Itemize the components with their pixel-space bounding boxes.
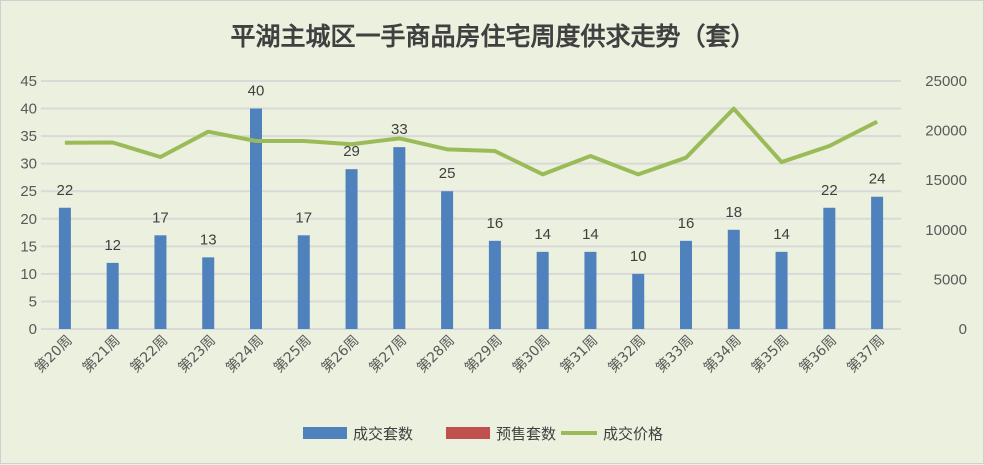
data-label: 25 <box>439 165 456 182</box>
bar-第30周 <box>537 252 549 329</box>
data-label: 10 <box>630 248 647 265</box>
bar-第33周 <box>680 241 692 329</box>
data-label: 33 <box>391 121 408 138</box>
y-left-tick: 45 <box>20 73 37 90</box>
data-label: 13 <box>200 231 217 248</box>
legend: 成交套数 预售套数 成交价格 <box>303 425 663 443</box>
data-label: 17 <box>152 209 169 226</box>
x-tick-label: 第32周 <box>605 332 649 376</box>
x-tick-label: 第21周 <box>79 332 123 376</box>
bar-第22周 <box>154 235 166 329</box>
data-label: 24 <box>869 171 886 188</box>
bar-第28周 <box>441 191 453 329</box>
data-label: 16 <box>487 215 504 232</box>
x-tick-label: 第37周 <box>844 332 888 376</box>
y-right-tick: 10000 <box>925 222 967 239</box>
bar-第21周 <box>107 263 119 329</box>
x-tick-label: 第28周 <box>414 332 458 376</box>
x-tick-label: 第31周 <box>557 332 601 376</box>
y-left-tick: 10 <box>20 266 37 283</box>
legend-label: 成交价格 <box>603 425 663 443</box>
bar-第37周 <box>871 197 883 329</box>
y-left-tick: 20 <box>20 211 37 228</box>
x-tick-label: 第22周 <box>127 332 171 376</box>
x-tick-label: 第29周 <box>461 332 505 376</box>
bar-第31周 <box>584 252 596 329</box>
y-left-tick: 25 <box>20 183 37 200</box>
chart-title: 平湖主城区一手商品房住宅周度供求走势（套） <box>230 22 755 51</box>
x-tick-label: 第33周 <box>652 332 696 376</box>
bar-第23周 <box>202 257 214 329</box>
x-tick-label: 第23周 <box>175 332 219 376</box>
data-label: 14 <box>582 226 599 243</box>
x-tick-label: 第20周 <box>31 332 75 376</box>
x-tick-label: 第24周 <box>222 332 266 376</box>
legend-swatch-icon <box>446 427 490 439</box>
y-right-tick: 25000 <box>925 73 967 90</box>
x-tick-label: 第27周 <box>366 332 410 376</box>
x-tick-label: 第35周 <box>748 332 792 376</box>
y-right-tick: 15000 <box>925 172 967 189</box>
y-left-tick: 30 <box>20 156 37 173</box>
data-label: 40 <box>248 83 265 100</box>
bar-第29周 <box>489 241 501 329</box>
bar-第26周 <box>346 169 358 329</box>
y-right-tick: 0 <box>959 321 967 338</box>
bar-第27周 <box>393 147 405 329</box>
bar-第25周 <box>298 235 310 329</box>
y-left-tick: 5 <box>29 293 37 310</box>
y-left-tick: 0 <box>29 321 37 338</box>
legend-label: 预售套数 <box>496 425 556 443</box>
data-label: 16 <box>678 215 695 232</box>
y-left-tick: 15 <box>20 238 37 255</box>
x-tick-label: 第36周 <box>796 332 840 376</box>
data-label: 22 <box>57 182 74 199</box>
data-label: 14 <box>534 226 551 243</box>
y-right-tick: 20000 <box>925 123 967 140</box>
data-label: 29 <box>343 143 360 160</box>
bar-第34周 <box>728 230 740 329</box>
y-left-tick: 40 <box>20 101 37 118</box>
bar-第32周 <box>632 274 644 329</box>
data-label: 14 <box>773 226 790 243</box>
x-tick-label: 第25周 <box>270 332 314 376</box>
x-tick-label: 第26周 <box>318 332 362 376</box>
bar-第35周 <box>776 252 788 329</box>
bar-第20周 <box>59 208 71 329</box>
y-left-tick: 35 <box>20 128 37 145</box>
y-right-tick: 5000 <box>934 271 967 288</box>
x-tick-label: 第34周 <box>700 332 744 376</box>
legend-swatch-icon <box>303 427 347 439</box>
data-label: 12 <box>104 237 121 254</box>
bar-第36周 <box>823 208 835 329</box>
x-tick-label: 第30周 <box>509 332 553 376</box>
data-label: 17 <box>295 209 312 226</box>
data-label: 22 <box>821 182 838 199</box>
data-label: 18 <box>725 204 742 221</box>
legend-label: 成交套数 <box>353 425 413 443</box>
